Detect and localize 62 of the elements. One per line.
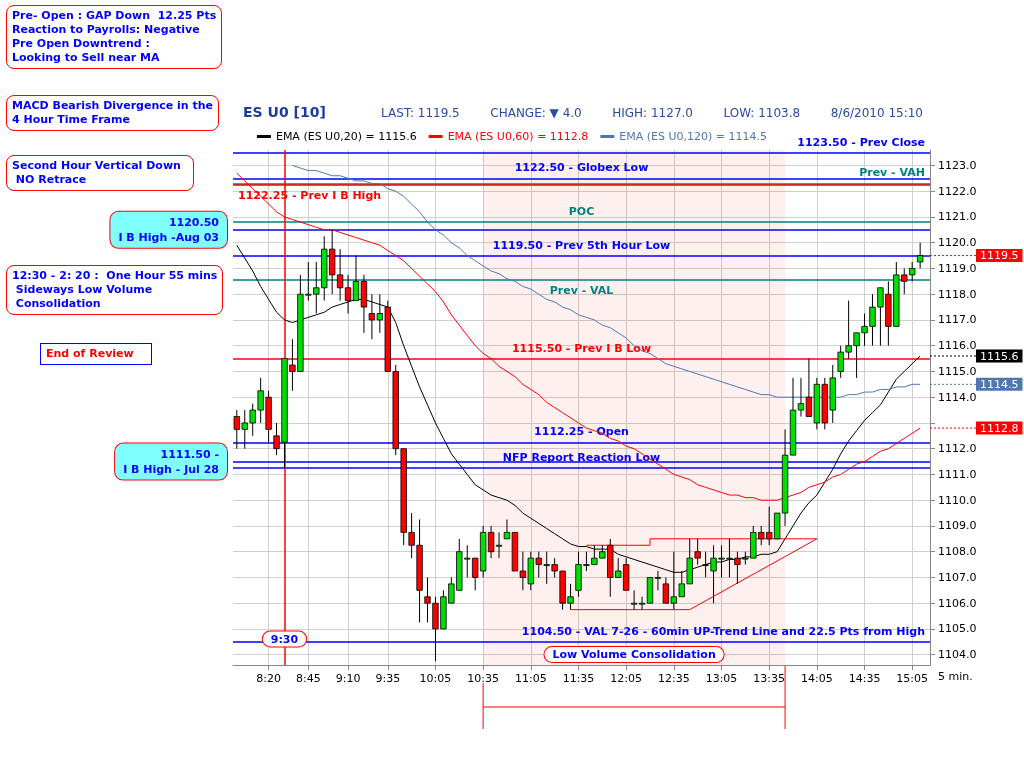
x-tick-label: 10:05 [419, 672, 452, 685]
ref-line-label: 1119.50 - Prev 5th Hour Low [492, 238, 671, 252]
x-tick-label: 11:05 [514, 672, 547, 685]
y-tick-label: 1111.0 [938, 467, 977, 481]
x-tick-label: 8:20 [256, 672, 281, 685]
chart-title: ES U0 [10] [243, 104, 326, 120]
chart-subtitle: LAST: 1119.5 CHANGE: ▼ 4.0 HIGH: 1127.0 LOW: 1103.8 8/6/2010 15:10 [381, 106, 924, 120]
text: 1112.8 [980, 421, 1019, 435]
x-tick-label: 10:35 [467, 672, 499, 685]
note-box: MACD Bearish Divergence in the 4 Hour Time Frame [6, 95, 220, 131]
x-tick-label: 11:35 [562, 672, 595, 685]
band-label: Low Volume Consolidation [552, 648, 716, 661]
ref-line-label: 1111.50 - I B High - Jul 28 [123, 447, 219, 476]
legend-label: EMA (ES U0,60) = 1112.8 [447, 130, 589, 143]
y-tick-label: 1119.0 [938, 261, 977, 275]
x-tick-label: 15:05 [896, 672, 929, 685]
x-tick-label: 9:35 [375, 672, 401, 685]
x-tick-label: 13:35 [753, 672, 786, 685]
y-tick-label: 1112.0 [938, 442, 977, 456]
y-tick-label: 1105.0 [938, 622, 977, 636]
y-tick-label: 1120.0 [938, 236, 977, 250]
ref-line-label: POC [568, 205, 595, 219]
y-tick-label: 1122.0 [938, 184, 977, 198]
y-tick-label: 1110.0 [938, 493, 977, 507]
note-box: 12:30 - 2: 20 : One Hour 55 mins Sideways Low Volume Consolidation [6, 265, 224, 315]
y-tick-label: 1114.0 [938, 390, 977, 404]
ref-line-label: 9:30 [270, 632, 299, 646]
note-box: Second Hour Vertical Down NO Retrace [6, 155, 194, 191]
ref-line-label: Prev - VAL [549, 284, 614, 298]
note-box: Pre- Open : GAP Down 12.25 Pts Reaction to Payrolls: Negative Pre Open Downtrend : Looking to Sell near MA [6, 5, 223, 69]
y-tick-label: 1108.0 [938, 545, 977, 559]
y-tick-label: 1118.0 [938, 287, 977, 301]
x-tick-label: 9:10 [335, 672, 361, 685]
x-tick-label: 8:45 [295, 672, 321, 685]
x-tick-label: 12:35 [657, 672, 690, 685]
ref-line-label: 1120.50 I B High -Aug 03 [118, 215, 220, 244]
x-tick-label: 13:05 [705, 672, 738, 685]
y-tick-label: 1104.0 [938, 648, 977, 662]
y-tick-label: 1123.0 [938, 158, 977, 172]
legend-label: EMA (ES U0,20) = 1115.6 [275, 130, 417, 143]
x-tick-label: 14:35 [848, 672, 881, 685]
y-tick-label: 1116.0 [938, 339, 977, 353]
ref-line-label: 1115.50 - Prev I B Low [511, 341, 652, 355]
y-tick-label: 1106.0 [938, 596, 977, 610]
text: 1115.6 [980, 349, 1019, 363]
ref-line-label: Prev - VAH [859, 166, 925, 180]
ref-line-label: 1123.50 - Prev Close [797, 135, 925, 149]
y-tick-label: 1109.0 [938, 519, 977, 533]
ref-line-label: 1112.25 - Open [534, 425, 629, 439]
y-tick-label: 1107.0 [938, 570, 977, 584]
x-tick-label: 12:05 [610, 672, 642, 685]
y-tick-label: 1115.0 [938, 364, 977, 378]
y-tick-label: 1121.0 [938, 210, 977, 224]
x-axis-title: 5 min. [938, 670, 973, 683]
text: 1114.5 [980, 377, 1019, 391]
text: 1119.5 [980, 249, 1019, 263]
y-tick-label: 1117.0 [938, 313, 977, 327]
legend-label: EMA (ES U0,120) = 1114.5 [619, 130, 768, 143]
ref-line-label: 1122.50 - Globex Low [514, 161, 649, 175]
x-tick-label: 14:05 [801, 672, 833, 685]
ref-line-label: 1104.50 - VAL 7-26 - 60min UP-Trend Line and 22.5 Pts from High [521, 624, 925, 638]
note-box: End of Review [40, 343, 152, 365]
